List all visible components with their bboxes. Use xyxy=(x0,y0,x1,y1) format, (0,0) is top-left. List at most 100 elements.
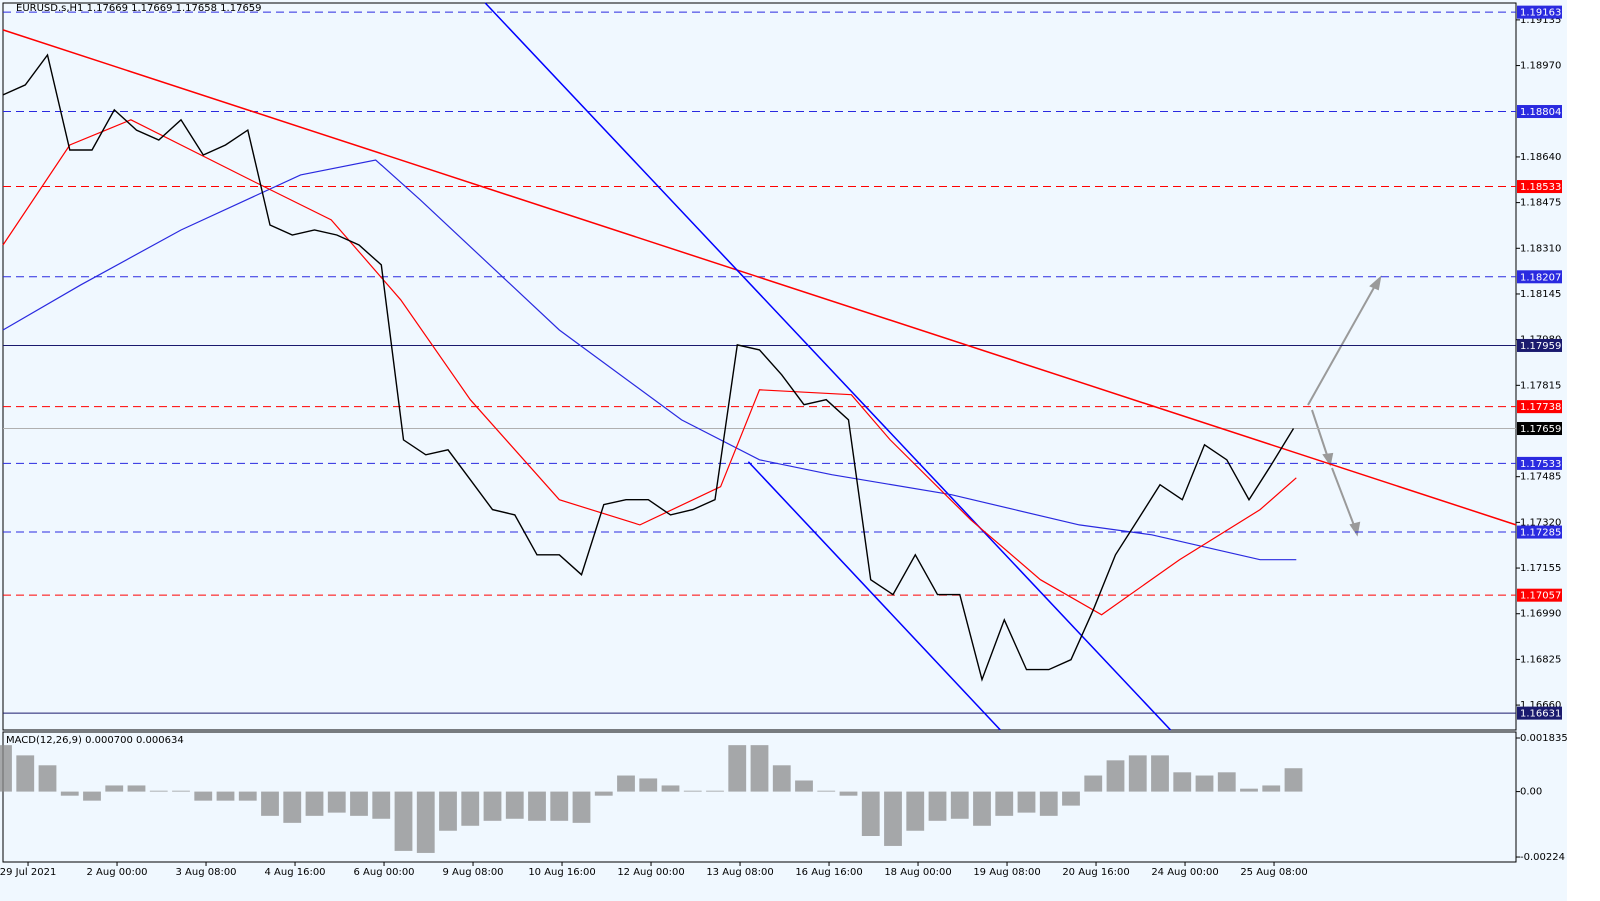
macd-bar xyxy=(305,791,324,816)
price-level-box xyxy=(1517,525,1562,539)
macd-bar xyxy=(572,791,591,823)
macd-bar xyxy=(683,790,702,792)
price-level-label: 1.18207 xyxy=(1520,272,1561,283)
price-level-label: 1.17659 xyxy=(1520,424,1561,435)
macd-bar xyxy=(350,791,368,816)
macd-bar xyxy=(1128,755,1147,792)
macd-bar xyxy=(1039,791,1058,816)
y-tick-label: 1.17815 xyxy=(1520,380,1561,391)
macd-bar xyxy=(928,791,947,821)
price-level-label: 1.17533 xyxy=(1520,459,1561,470)
x-tick-label: 24 Aug 00:00 xyxy=(1151,867,1218,878)
macd-bar xyxy=(1017,791,1036,813)
y-tick-label: 1.18640 xyxy=(1520,152,1561,163)
macd-bar xyxy=(1106,760,1125,792)
y-tick-label: 1.18970 xyxy=(1520,61,1561,72)
y-tick-label: 0.001835 xyxy=(1520,733,1568,744)
price-level-box xyxy=(1517,422,1562,436)
x-tick-label: 29 Jul 2021 xyxy=(0,867,56,878)
y-tick-label: 1.17320 xyxy=(1520,517,1561,528)
x-tick-label: 19 Aug 08:00 xyxy=(973,867,1040,878)
macd-bar xyxy=(0,745,12,792)
price-level-box xyxy=(1517,400,1562,414)
y-tick-label: 1.17155 xyxy=(1520,563,1561,574)
trendline xyxy=(484,2,1172,731)
indicator-line xyxy=(2,159,1297,561)
y-tick-label: 1.17485 xyxy=(1520,472,1561,483)
macd-bar xyxy=(1240,788,1258,792)
y-tick-label: 1.18310 xyxy=(1520,243,1561,254)
macd-bar xyxy=(505,791,524,819)
macd-bar xyxy=(1262,785,1281,792)
x-tick-label: 18 Aug 00:00 xyxy=(884,867,951,878)
x-tick-label: 10 Aug 16:00 xyxy=(528,867,595,878)
macd-bar xyxy=(16,755,35,792)
price-level-label: 1.17057 xyxy=(1520,591,1561,602)
x-tick-label: 6 Aug 00:00 xyxy=(353,867,414,878)
macd-bar xyxy=(550,791,569,821)
price-level-box xyxy=(1517,105,1562,119)
price-line xyxy=(2,53,1295,682)
macd-bar xyxy=(861,791,880,836)
y-tick-label: 1.19135 xyxy=(1520,15,1561,26)
macd-bar xyxy=(461,791,480,826)
price-level-box xyxy=(1517,5,1562,19)
macd-bar xyxy=(1217,772,1236,792)
macd-bar xyxy=(38,765,57,792)
macd-bar xyxy=(372,791,391,819)
macd-bar xyxy=(439,791,457,831)
projection-arrows xyxy=(1307,275,1382,537)
macd-bar xyxy=(83,791,101,801)
price-level-label: 1.18533 xyxy=(1520,182,1561,193)
arrow-mid xyxy=(1311,409,1329,459)
macd-bar xyxy=(1284,768,1303,792)
price-level-label: 1.17738 xyxy=(1520,402,1561,413)
x-tick-label: 2 Aug 00:00 xyxy=(86,867,147,878)
arrow-up xyxy=(1307,283,1377,406)
macd-bar xyxy=(950,791,969,819)
price-level-box xyxy=(1517,338,1562,352)
arrow-head xyxy=(1369,275,1382,291)
x-tick-label: 4 Aug 16:00 xyxy=(264,867,325,878)
macd-bar xyxy=(127,785,146,792)
background xyxy=(0,0,1567,901)
macd-bar xyxy=(839,791,858,796)
macd-bar xyxy=(906,791,925,831)
arrow-head xyxy=(1349,521,1361,537)
macd-bar xyxy=(60,791,79,796)
macd-bar xyxy=(639,778,658,792)
macd-bar xyxy=(216,791,235,801)
macd-bar xyxy=(1062,791,1080,806)
macd-panel-frame xyxy=(2,731,1517,863)
x-tick-label: 20 Aug 16:00 xyxy=(1062,867,1129,878)
x-tick-label: 3 Aug 08:00 xyxy=(175,867,236,878)
macd-bar xyxy=(283,791,302,823)
x-tick-label: 12 Aug 00:00 xyxy=(617,867,684,878)
macd-bar xyxy=(1195,775,1214,792)
x-tick-label: 13 Aug 08:00 xyxy=(706,867,773,878)
y-tick-label: 1.16990 xyxy=(1520,609,1561,620)
y-tick-label: -0.00224 xyxy=(1520,852,1565,863)
macd-bar xyxy=(594,791,613,796)
macd-bar xyxy=(772,765,791,792)
indicator-line xyxy=(2,119,1297,616)
x-tick-label: 16 Aug 16:00 xyxy=(795,867,862,878)
macd-bar xyxy=(1151,755,1169,792)
price-level-box xyxy=(1517,270,1562,284)
arrow-head xyxy=(1322,452,1334,467)
y-tick-label: 1.18475 xyxy=(1520,198,1561,209)
macd-bar xyxy=(750,745,769,792)
x-tick-label: 25 Aug 08:00 xyxy=(1240,867,1307,878)
macd-bar xyxy=(1173,772,1192,792)
price-level-label: 1.18804 xyxy=(1520,107,1561,118)
price-level-box xyxy=(1517,180,1562,194)
price-level-label: 1.19163 xyxy=(1520,8,1561,19)
trendline xyxy=(2,29,1517,526)
chart-title: EURUSD.s,H1 1.17669 1.17669 1.17658 1.17… xyxy=(16,3,262,14)
x-tick-label: 9 Aug 08:00 xyxy=(442,867,503,878)
macd-bar xyxy=(817,790,836,792)
y-tick-label: 1.16660 xyxy=(1520,700,1561,711)
main-panel-frame xyxy=(2,2,1517,731)
arrow-down xyxy=(1331,467,1356,529)
